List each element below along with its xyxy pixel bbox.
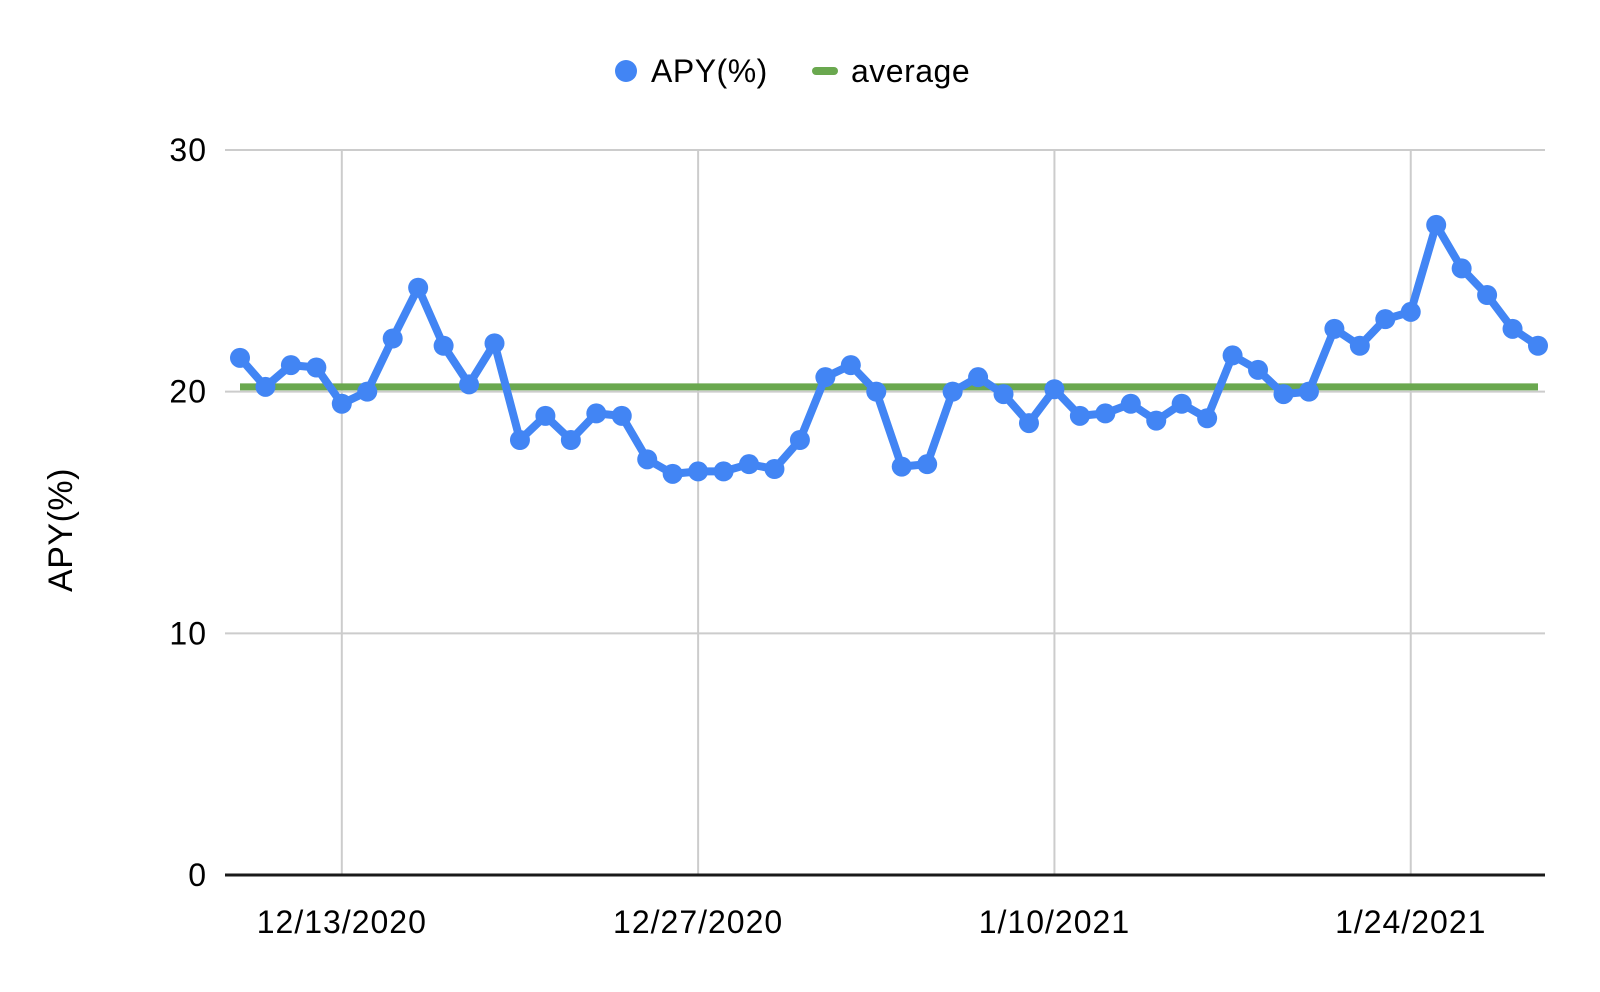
data-point-12/25/2020[interactable] (637, 449, 658, 470)
x-tick-labels: 12/13/2020 12/27/2020 1/10/2021 1/24/2021 (257, 904, 1486, 940)
data-point-1/7/2021[interactable] (968, 367, 989, 388)
data-point-12/24/2020[interactable] (611, 405, 632, 426)
data-point-12/31/2020[interactable] (789, 430, 810, 450)
data-point-1/27/2021[interactable] (1477, 285, 1498, 305)
apy-legend-label: APY(%) (651, 53, 768, 89)
legend-item-apy: APY(%) (615, 53, 768, 89)
data-point-1/18/2021[interactable] (1248, 359, 1269, 380)
data-point-1/9/2021[interactable] (1018, 413, 1039, 434)
data-point-12/28/2020[interactable] (713, 461, 734, 482)
data-point-12/26/2020[interactable] (662, 463, 683, 484)
apy-legend-marker-icon (615, 60, 637, 82)
data-point-1/4/2021[interactable] (891, 456, 912, 477)
data-point-12/21/2020[interactable] (535, 405, 556, 426)
data-point-1/24/2021[interactable] (1400, 301, 1421, 322)
data-point-12/9/2020[interactable] (230, 347, 250, 368)
data-point-1/16/2021[interactable] (1197, 408, 1218, 429)
gridlines (225, 149, 1545, 877)
data-point-1/21/2021[interactable] (1324, 318, 1345, 339)
y-tick-labels: 0 10 20 30 (169, 132, 207, 893)
data-point-12/23/2020[interactable] (586, 403, 607, 424)
data-point-12/22/2020[interactable] (560, 430, 581, 450)
data-point-1/8/2021[interactable] (993, 384, 1014, 405)
y-tick-10: 10 (169, 615, 207, 651)
data-point-1/20/2021[interactable] (1298, 381, 1319, 402)
legend-item-average: average (812, 53, 970, 89)
legend: APY(%) average (615, 53, 970, 89)
x-tick-12/13/2020: 12/13/2020 (257, 904, 427, 940)
data-point-12/30/2020[interactable] (764, 459, 785, 479)
data-point-12/12/2020[interactable] (306, 357, 327, 378)
data-point-1/22/2021[interactable] (1349, 335, 1370, 356)
data-point-12/11/2020[interactable] (280, 355, 301, 376)
data-point-1/1/2021[interactable] (815, 367, 836, 388)
data-point-1/19/2021[interactable] (1273, 384, 1294, 405)
data-point-1/26/2021[interactable] (1451, 258, 1472, 279)
data-point-12/14/2020[interactable] (357, 381, 378, 402)
data-point-1/15/2021[interactable] (1171, 393, 1192, 414)
data-point-1/11/2021[interactable] (1069, 405, 1090, 426)
data-point-12/16/2020[interactable] (408, 277, 429, 298)
y-tick-30: 30 (169, 132, 207, 168)
data-point-1/5/2021[interactable] (917, 454, 938, 475)
data-point-1/28/2021[interactable] (1502, 318, 1523, 339)
data-point-12/27/2020[interactable] (688, 461, 709, 482)
data-point-1/14/2021[interactable] (1146, 410, 1167, 431)
data-point-1/23/2021[interactable] (1375, 309, 1396, 330)
x-tick-1/10/2021: 1/10/2021 (979, 904, 1130, 940)
data-point-1/2/2021[interactable] (840, 355, 861, 376)
data-point-12/13/2020[interactable] (331, 393, 352, 414)
data-point-12/29/2020[interactable] (739, 454, 760, 475)
data-point-1/10/2021[interactable] (1044, 379, 1065, 400)
data-point-12/19/2020[interactable] (484, 333, 505, 354)
apy-series (230, 214, 1548, 484)
data-point-1/13/2021[interactable] (1120, 393, 1141, 414)
data-point-12/17/2020[interactable] (433, 335, 454, 356)
data-point-1/3/2021[interactable] (866, 381, 887, 402)
data-point-1/17/2021[interactable] (1222, 345, 1243, 366)
data-point-12/15/2020[interactable] (382, 328, 403, 349)
average-legend-marker-icon (812, 67, 838, 75)
average-legend-label: average (851, 53, 970, 89)
y-tick-0: 0 (188, 857, 207, 893)
data-point-1/12/2021[interactable] (1095, 403, 1116, 424)
data-point-1/29/2021[interactable] (1528, 335, 1548, 356)
y-axis-title: APY(%) (42, 468, 80, 592)
data-point-1/6/2021[interactable] (942, 381, 963, 402)
y-tick-20: 20 (169, 374, 207, 410)
data-point-12/10/2020[interactable] (255, 376, 276, 397)
x-tick-12/27/2020: 12/27/2020 (613, 904, 783, 940)
apy-line (236, 220, 1542, 478)
x-tick-1/24/2021: 1/24/2021 (1335, 904, 1486, 940)
data-point-12/18/2020[interactable] (459, 374, 480, 395)
data-point-12/20/2020[interactable] (509, 430, 530, 450)
data-point-1/25/2021[interactable] (1426, 214, 1447, 235)
